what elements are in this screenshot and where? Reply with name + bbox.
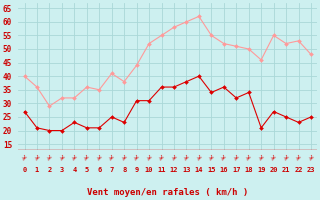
- Text: k: k: [270, 152, 277, 160]
- X-axis label: Vent moyen/en rafales ( km/h ): Vent moyen/en rafales ( km/h ): [87, 188, 248, 197]
- Text: k: k: [195, 152, 203, 160]
- Text: k: k: [33, 152, 41, 160]
- Text: k: k: [58, 152, 66, 160]
- Text: k: k: [71, 152, 78, 160]
- Text: k: k: [295, 152, 302, 160]
- Text: k: k: [233, 152, 240, 160]
- Text: k: k: [220, 152, 228, 160]
- Text: k: k: [108, 152, 115, 160]
- Text: k: k: [146, 152, 153, 160]
- Text: k: k: [46, 152, 53, 160]
- Text: k: k: [133, 152, 140, 160]
- Text: k: k: [183, 152, 190, 160]
- Text: k: k: [96, 152, 103, 160]
- Text: k: k: [170, 152, 178, 160]
- Text: k: k: [258, 152, 265, 160]
- Text: k: k: [21, 152, 28, 160]
- Text: k: k: [208, 152, 215, 160]
- Text: k: k: [121, 152, 128, 160]
- Text: k: k: [283, 152, 290, 160]
- Text: k: k: [83, 152, 91, 160]
- Text: k: k: [158, 152, 165, 160]
- Text: k: k: [245, 152, 252, 160]
- Text: k: k: [308, 152, 315, 160]
